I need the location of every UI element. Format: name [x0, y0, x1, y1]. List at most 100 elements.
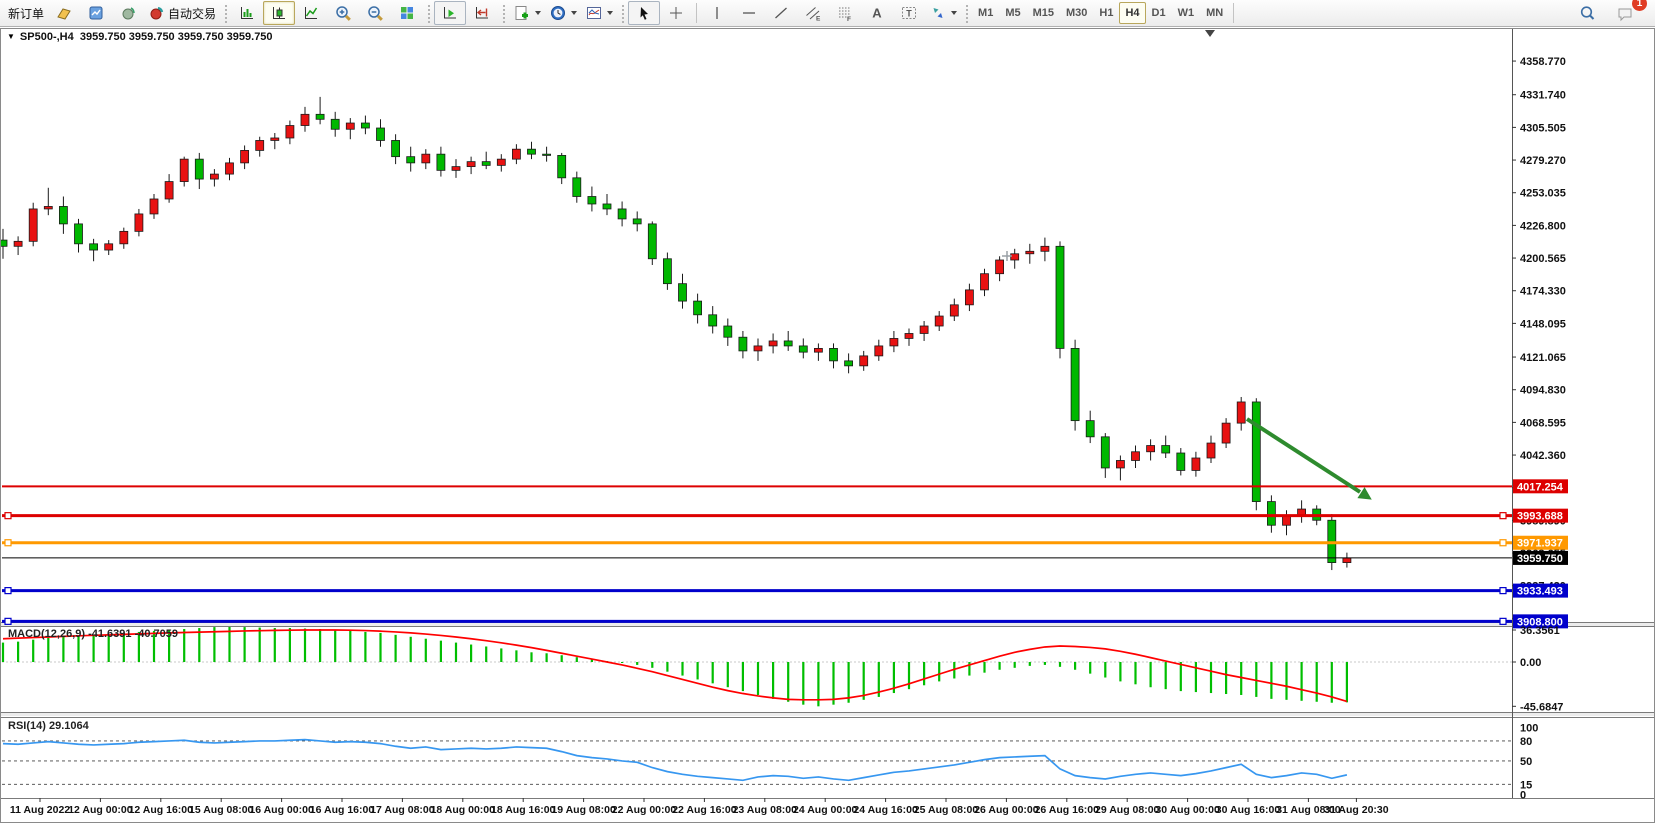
new-order-label: 新订单	[8, 6, 45, 21]
svg-text:4305.505: 4305.505	[1520, 122, 1566, 134]
timeframe-m30-button[interactable]: M30	[1066, 7, 1088, 19]
svg-text:16 Aug 00:00: 16 Aug 00:00	[249, 804, 314, 816]
toolbar-grip	[501, 3, 507, 23]
equidistant-channel-button[interactable]: E	[797, 1, 829, 25]
svg-text:E: E	[816, 16, 821, 23]
zoom-in-button[interactable]	[327, 1, 359, 25]
cursor-icon	[640, 7, 649, 20]
chart-shift-marker	[1205, 30, 1215, 37]
svg-text:25 Aug 08:00: 25 Aug 08:00	[914, 804, 979, 816]
svg-text:3971.937: 3971.937	[1517, 538, 1563, 550]
rsi-layer	[2, 738, 1348, 782]
svg-text:12 Aug 00:00: 12 Aug 00:00	[68, 804, 133, 816]
svg-text:4121.065: 4121.065	[1520, 352, 1566, 364]
chart-shift-icon	[476, 7, 489, 19]
arrows-icon	[933, 8, 943, 18]
toolbar-separator	[696, 3, 698, 23]
timeframe-m1-button[interactable]: M1	[978, 7, 994, 19]
svg-text:4174.330: 4174.330	[1520, 286, 1566, 298]
cursor-button[interactable]	[628, 1, 661, 25]
svg-text:4200.565: 4200.565	[1520, 253, 1566, 265]
notification-badge: 1	[1632, 0, 1647, 11]
svg-text:-45.6847: -45.6847	[1520, 701, 1563, 713]
svg-text:17 Aug 08:00: 17 Aug 08:00	[370, 804, 435, 816]
svg-text:F: F	[847, 16, 851, 22]
chart-window-icon	[57, 8, 71, 20]
indicators-icon	[515, 6, 529, 20]
trade-cross-marker	[1002, 251, 1012, 261]
indicators-button[interactable]	[509, 1, 545, 25]
svg-text:15: 15	[1520, 779, 1532, 791]
fibonacci-icon: F	[839, 7, 852, 22]
svg-text:4358.770: 4358.770	[1520, 56, 1566, 68]
trendline-icon	[775, 7, 787, 19]
svg-text:36.3561: 36.3561	[1520, 625, 1560, 637]
zoom-out-button[interactable]	[359, 1, 391, 25]
timeframe-m5-button[interactable]: M5	[1005, 7, 1021, 19]
trendline-button[interactable]	[765, 1, 797, 25]
zoom-in-icon	[336, 6, 351, 21]
svg-text:T: T	[906, 9, 912, 19]
dropdown-caret-icon	[535, 11, 542, 15]
timeframe-h4-button[interactable]: H4	[1119, 2, 1146, 24]
svg-text:31 Aug 20:30: 31 Aug 20:30	[1324, 804, 1389, 816]
vertical-line-icon	[716, 7, 718, 19]
search-button[interactable]	[1571, 1, 1603, 25]
signals-button[interactable]	[112, 1, 144, 25]
text-button[interactable]: A	[861, 1, 893, 25]
crosshair-button[interactable]	[660, 1, 692, 25]
svg-text:15 Aug 08:00: 15 Aug 08:00	[189, 804, 254, 816]
svg-text:4068.595: 4068.595	[1520, 417, 1566, 429]
bar-chart-button[interactable]	[231, 1, 263, 25]
svg-text:4148.095: 4148.095	[1520, 318, 1566, 330]
svg-text:3908.800: 3908.800	[1517, 616, 1563, 628]
svg-text:3993.688: 3993.688	[1517, 511, 1563, 523]
timeframe-h1-button[interactable]: H1	[1099, 7, 1114, 19]
autotrading-button[interactable]: 自动交易	[144, 1, 220, 25]
timeframe-m15-button[interactable]: M15	[1032, 7, 1054, 19]
vertical-line-button[interactable]	[701, 1, 733, 25]
new-order-button[interactable]: 新订单	[4, 1, 48, 25]
svg-text:26 Aug 00:00: 26 Aug 00:00	[974, 804, 1039, 816]
svg-text:80: 80	[1520, 736, 1532, 748]
arrows-button[interactable]	[925, 1, 961, 25]
toolbar-grip	[426, 3, 432, 23]
svg-text:22 Aug 16:00: 22 Aug 16:00	[672, 804, 737, 816]
svg-text:100: 100	[1520, 723, 1538, 735]
auto-scroll-button[interactable]	[434, 1, 467, 25]
candlestick-button[interactable]	[263, 1, 296, 25]
timeframe-mn-button[interactable]: MN	[1206, 7, 1224, 19]
toolbar-grip	[620, 3, 626, 23]
bar-chart-icon	[241, 7, 254, 19]
line-chart-button[interactable]	[295, 1, 327, 25]
trend-arrow-head	[1357, 487, 1372, 500]
text-label-button[interactable]: T	[893, 1, 925, 25]
equidistant-channel-icon: E	[806, 7, 821, 23]
text-icon: A	[872, 6, 882, 21]
fibonacci-button[interactable]: F	[829, 1, 861, 25]
periods-button[interactable]	[545, 1, 581, 25]
signals-icon	[122, 7, 135, 20]
svg-text:4094.830: 4094.830	[1520, 385, 1566, 397]
tile-windows-button[interactable]	[391, 1, 423, 25]
chart-window-button[interactable]	[48, 1, 80, 25]
notifications-button[interactable]: 1	[1609, 0, 1647, 25]
text-label-icon: T	[902, 7, 917, 19]
svg-text:12 Aug 16:00: 12 Aug 16:00	[129, 804, 194, 816]
timeframe-d1-button[interactable]: D1	[1151, 7, 1166, 19]
templates-button[interactable]	[581, 1, 617, 25]
horizontal-line-button[interactable]	[733, 1, 765, 25]
candles-layer	[1, 96, 1352, 571]
timeframe-w1-button[interactable]: W1	[1177, 7, 1195, 19]
macd-layer	[1, 627, 1348, 707]
chart-shift-button[interactable]	[466, 1, 498, 25]
dropdown-caret-icon	[607, 11, 614, 15]
market-watch-button[interactable]	[80, 1, 112, 25]
line-chart-icon	[305, 7, 318, 19]
auto-scroll-icon	[444, 7, 457, 19]
svg-text:24 Aug 00:00: 24 Aug 00:00	[793, 804, 858, 816]
candlestick-icon	[273, 7, 286, 19]
svg-text:18 Aug 16:00: 18 Aug 16:00	[491, 804, 556, 816]
zoom-out-icon	[368, 6, 383, 21]
